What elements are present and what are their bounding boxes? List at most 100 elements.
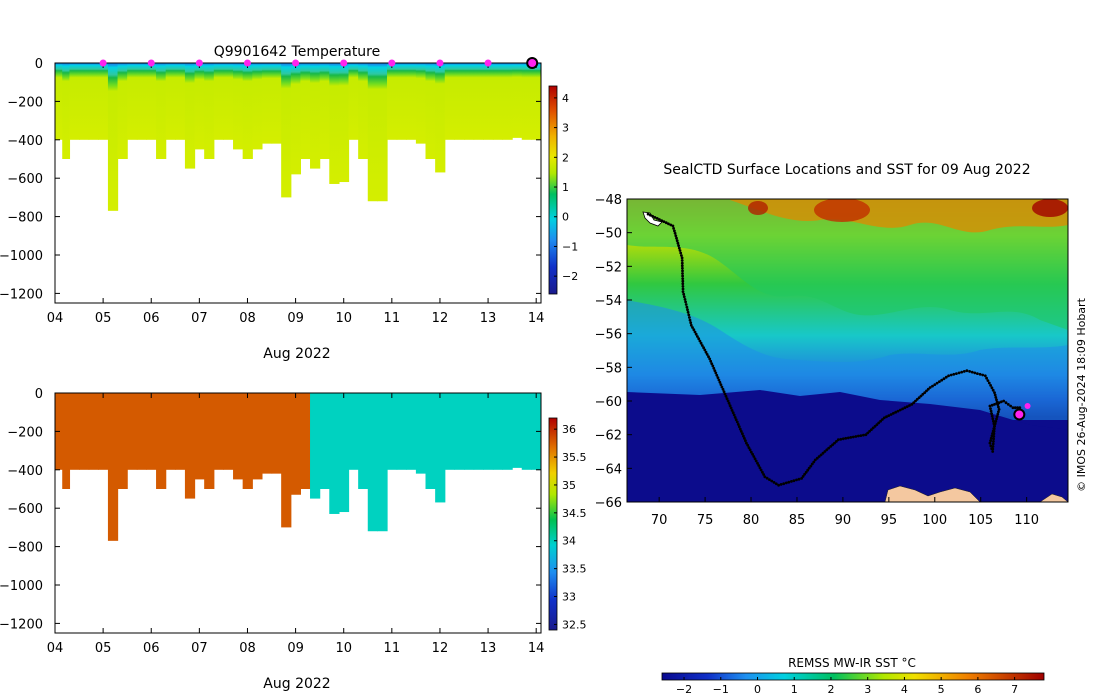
colorbar-tick-label: 34.5 [562,507,587,520]
profile-cell [98,393,109,470]
colorbar-tick-label: 32.5 [562,618,587,631]
track-point [996,412,1000,416]
track-point [991,447,995,451]
sst-colorbar-tick-label: −2 [676,683,692,696]
x-tick-label: 09 [287,641,304,656]
track-point [931,384,934,388]
lon-tick-label: 95 [881,513,898,528]
profile-cell [444,393,455,470]
track-point [768,478,771,481]
track-point [819,453,823,457]
track-point [839,437,843,441]
profile-cell [425,63,436,159]
track-point [738,427,742,431]
track-point [993,403,996,406]
track-point [680,259,684,262]
colorbar-tick-label: 0 [562,211,569,224]
track-point [1004,401,1008,405]
track-point [675,239,679,243]
track-point [710,362,714,365]
track-point [708,357,712,361]
track-point [992,429,996,433]
profile-cell [175,63,186,140]
profile-marker [243,59,251,67]
track-point [970,370,974,374]
salinity-profiles [55,393,541,541]
y-tick-label: −600 [7,172,43,187]
profile-cell [62,393,71,489]
track-point [703,348,707,352]
profile-cell [194,63,205,150]
profile-cell [502,393,513,470]
lon-tick-label: 70 [651,513,668,528]
track-point [957,371,961,375]
track-point [988,441,992,445]
track-point [849,436,853,439]
map-frame [626,198,1069,503]
track-point [887,414,891,417]
profile-cell [98,63,109,140]
sst-warm-band [730,199,1068,233]
track-point [935,381,939,385]
track-point [681,272,684,275]
track-point [986,379,990,382]
track-point [800,477,803,480]
profile-cell [136,63,148,140]
track-point [747,446,751,449]
track-point [712,366,716,370]
track-point [871,426,875,430]
track-point [677,246,681,250]
temperature-profiles [55,63,541,211]
track-point [983,374,987,378]
track-point [667,222,670,226]
profile-cell [88,393,99,470]
profile-cell [261,393,273,474]
lat-tick-label: −54 [595,294,622,309]
sst-colorbar-tick-label: 1 [791,683,798,696]
track-point [992,427,996,431]
track-point [885,415,888,419]
profile-cell [338,393,350,513]
x-tick-label: 14 [528,641,545,656]
y-tick-label: 0 [35,57,43,72]
sst-colorbar-tick-label: 4 [901,683,908,696]
track-point [965,369,969,373]
track-point [705,353,709,356]
profile-cell [483,63,494,140]
salinity-plot-frame [54,392,542,634]
track-point [730,409,734,412]
track-point [752,455,756,458]
track-point [719,383,723,386]
antarctic-coast-east [1039,493,1068,502]
x-tick-label: 14 [528,311,545,326]
track-point [859,434,863,437]
track-point [912,401,916,405]
track-point [721,387,725,391]
track-point [991,417,995,421]
salinity-section-chart: 0 −200 −400 −600 −800 −1000 −1200 04 05 06 07 08 09… [0,387,587,692]
track-point [901,407,904,411]
sst-colorbar-tick-label: 0 [754,683,761,696]
track-point [649,213,652,217]
track-point [1006,403,1010,406]
lon-tick-label: 75 [697,513,714,528]
colorbar-tick-label: 33 [562,591,576,604]
track-point [681,274,684,278]
profile-cell [194,393,205,480]
profile-cell [281,63,292,198]
track-point [718,380,722,384]
track-point [908,404,911,407]
track-point [689,323,693,327]
colorbar-tick-label: 35.5 [562,451,587,464]
track-point [679,251,683,255]
profile-cell [454,63,465,140]
profile-cell [252,63,263,150]
track-point [737,425,741,429]
track-point [989,436,993,440]
track-point [754,459,758,463]
track-point [1009,404,1012,408]
y-tick-label: −1200 [0,287,43,302]
profile-cell [435,63,446,173]
track-point [857,434,860,438]
recent-location [1024,403,1031,410]
